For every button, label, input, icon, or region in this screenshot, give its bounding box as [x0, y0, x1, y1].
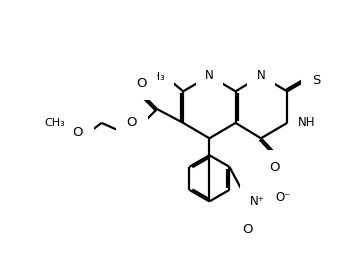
- Text: O: O: [243, 223, 253, 236]
- Text: H: H: [205, 62, 214, 72]
- Text: CH₃: CH₃: [44, 118, 65, 128]
- Text: H: H: [257, 62, 265, 72]
- Text: O: O: [136, 77, 147, 90]
- Text: O: O: [126, 116, 137, 129]
- Text: N: N: [257, 69, 265, 83]
- Text: N: N: [205, 69, 214, 83]
- Text: N⁺: N⁺: [250, 195, 264, 208]
- Text: O: O: [73, 126, 83, 139]
- Text: O⁻: O⁻: [276, 191, 291, 204]
- Text: O: O: [269, 161, 279, 174]
- Text: NH: NH: [298, 116, 315, 129]
- Text: CH₃: CH₃: [145, 72, 166, 82]
- Text: S: S: [312, 74, 320, 87]
